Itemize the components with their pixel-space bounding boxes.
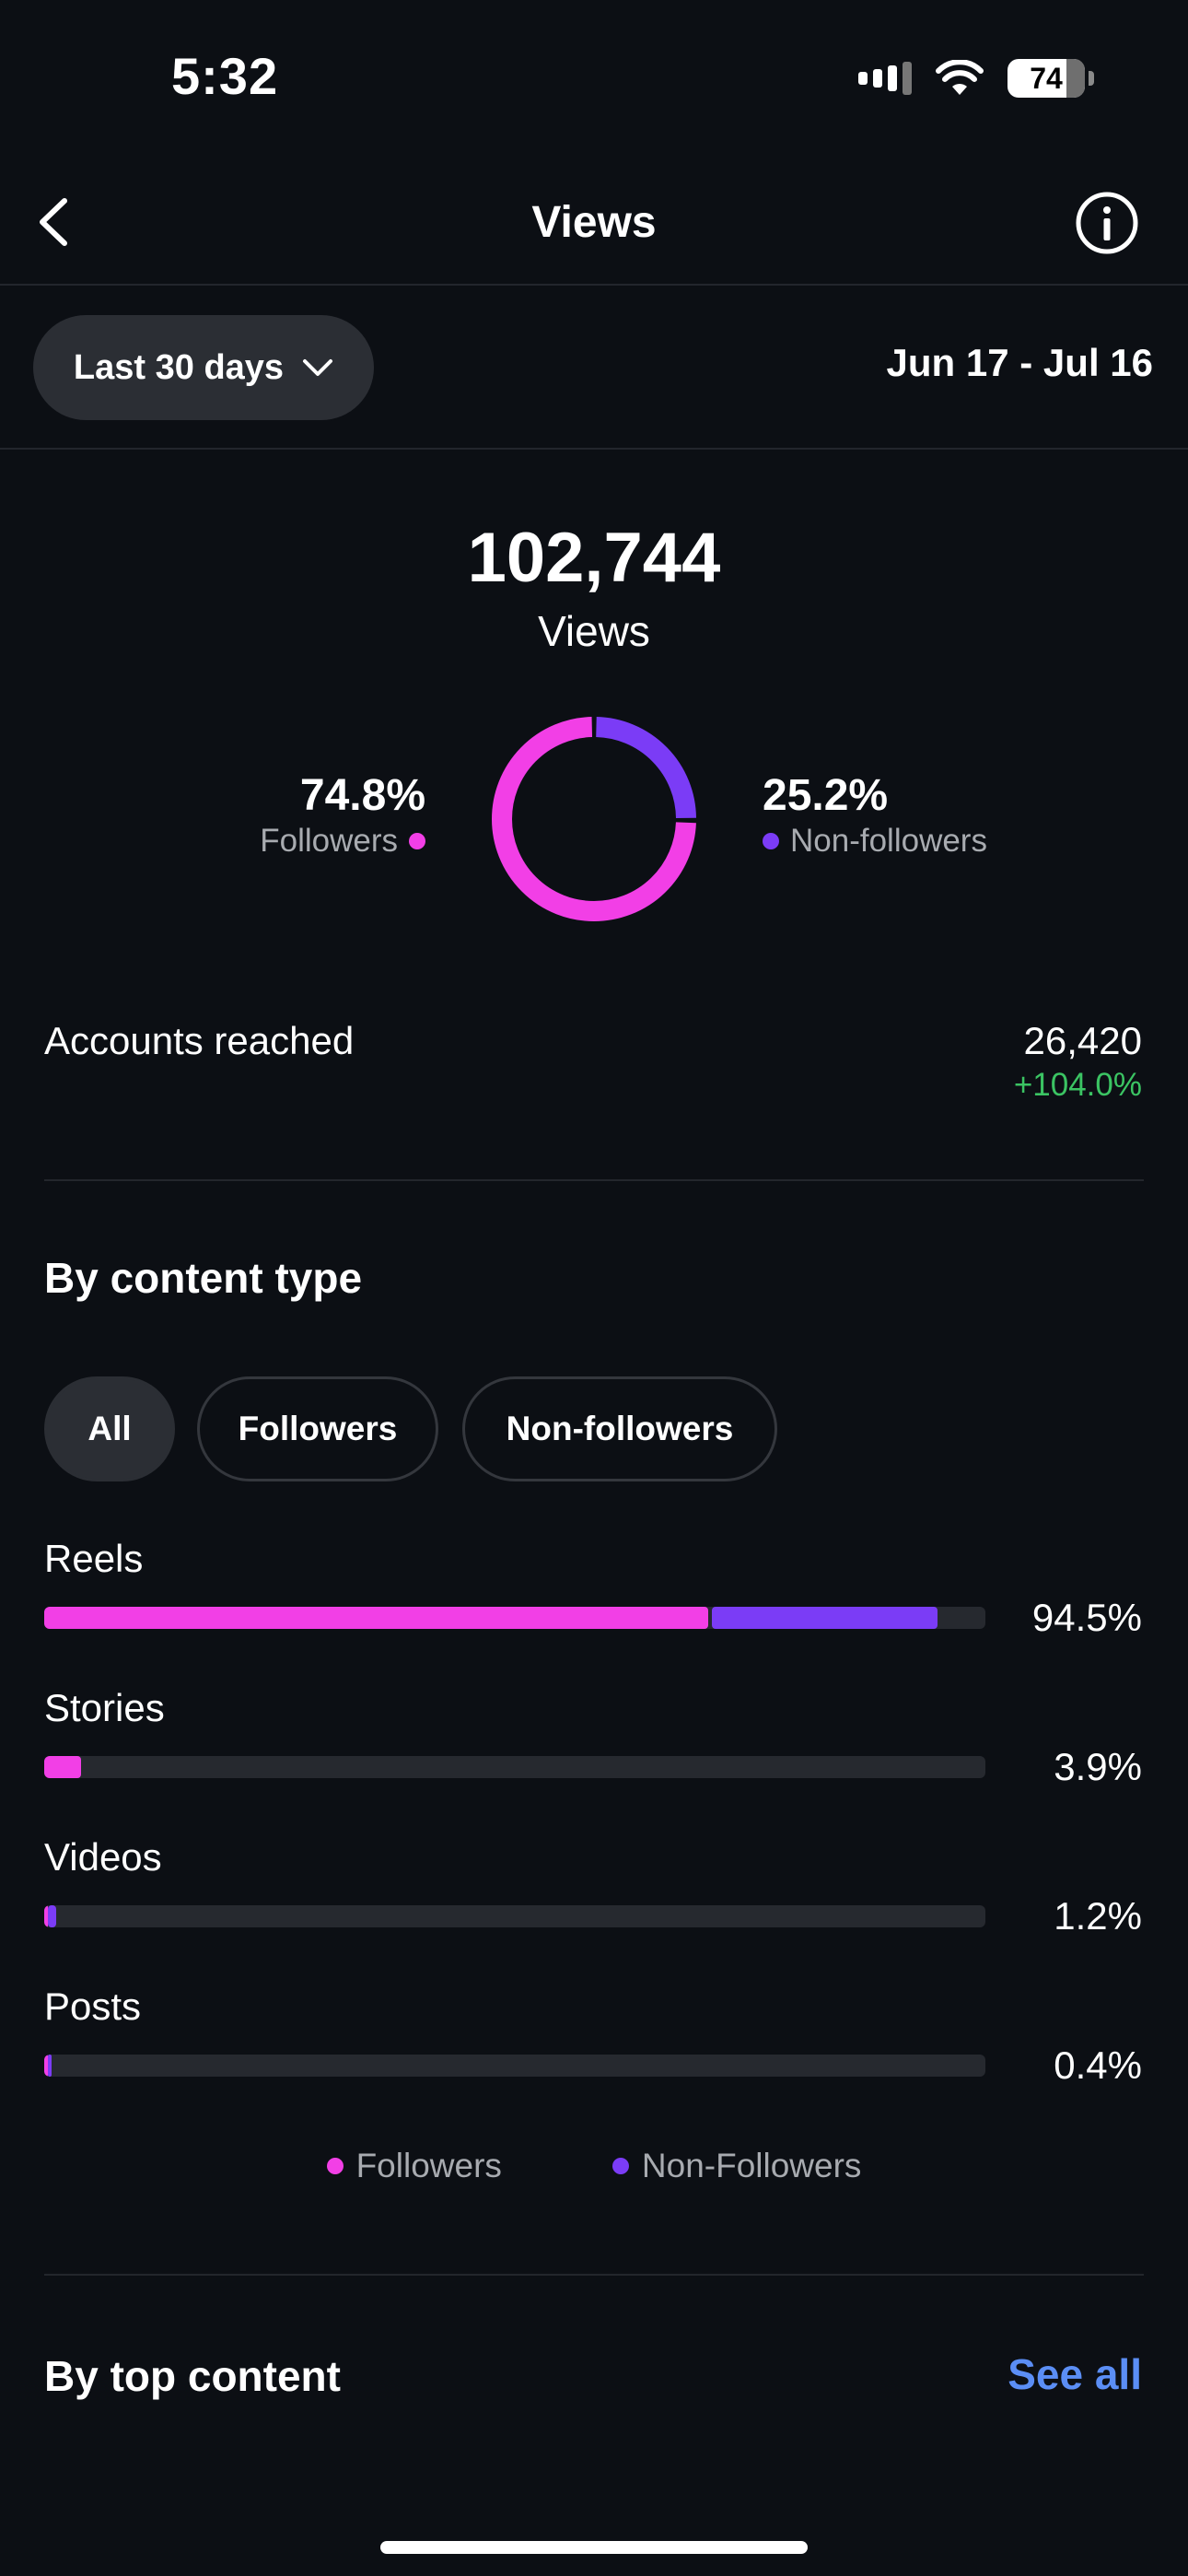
battery-level: 74 [1030,61,1063,95]
chevron-down-icon [303,359,333,376]
filter-chip-followers[interactable]: Followers [197,1376,438,1481]
filter-chip-all[interactable]: All [44,1376,175,1481]
battery-icon: 74 [1007,59,1094,98]
legend-followers-label: Followers [355,2147,502,2184]
range-divider [0,448,1188,450]
status-icons: 74 [858,59,1094,98]
info-icon[interactable] [1074,190,1140,256]
date-range-dates: Jun 17 - Jul 16 [886,341,1153,384]
accounts-reached-change: +104.0% [1013,1067,1142,1103]
bar-non-followers-reels [711,1607,938,1629]
content-type-legend: Followers Non-Followers [0,2147,1188,2185]
legend-non-followers-label: Non-Followers [641,2147,862,2184]
followers-dot-icon [409,833,425,849]
bar-followers-posts [44,2055,48,2077]
back-arrow-icon[interactable] [28,190,83,254]
row-percent-reels: 94.5% [1031,1596,1142,1639]
views-label: Views [538,607,650,655]
followers-share: 74.8% Followers [260,770,425,860]
page-title: Views [531,198,657,247]
header-divider [0,284,1188,286]
legend-followers-dot-icon [326,2158,344,2174]
followers-percent: 74.8% [299,771,425,820]
bar-non-followers-videos [48,1905,57,1927]
bar-followers-stories [44,1756,81,1778]
row-percent-posts: 0.4% [1054,2043,1142,2087]
bar-followers-videos [44,1905,48,1927]
date-range-selected: Last 30 days [73,347,285,387]
wifi-icon [936,60,984,95]
cellular-signal-icon [858,62,912,95]
audience-donut-chart [492,717,696,921]
status-time: 5:32 [171,47,279,105]
date-range-dropdown[interactable]: Last 30 days [33,315,374,420]
see-all-link[interactable]: See all [1007,2350,1142,2398]
legend-item-non-followers: Non-Followers [611,2147,862,2185]
row-percent-videos: 1.2% [1054,1894,1142,1938]
row-label-videos: Videos [44,1835,162,1879]
bar-track-posts [44,2055,985,2077]
bar-non-followers-posts [48,2055,52,2077]
legend-non-followers-dot-icon [611,2158,629,2174]
filter-chip-non-followers[interactable]: Non-followers [462,1376,777,1481]
non-followers-share: 25.2% Non-followers [763,770,987,860]
non-followers-label: Non-followers [790,823,987,859]
row-label-stories: Stories [44,1686,165,1729]
row-label-reels: Reels [44,1537,144,1580]
accounts-reached-label: Accounts reached [44,1019,355,1062]
donut-segment-followers [492,717,696,921]
accounts-reached-value: 26,420 [1023,1019,1142,1062]
home-indicator[interactable] [380,2541,808,2554]
legend-item-followers: Followers [326,2147,502,2185]
top-content-title: By top content [44,2352,341,2400]
row-percent-stories: 3.9% [1054,1745,1142,1788]
non-followers-dot-icon [763,833,779,849]
section-divider-2 [44,2274,1144,2276]
bar-track-stories [44,1756,985,1778]
views-total: 102,744 [467,519,721,597]
bar-track-reels [44,1607,985,1629]
bar-followers-reels [44,1607,708,1629]
non-followers-percent: 25.2% [763,771,889,820]
content-type-title: By content type [44,1254,363,1302]
bar-track-videos [44,1905,985,1927]
section-divider [44,1179,1144,1181]
followers-label: Followers [260,823,398,859]
row-label-posts: Posts [44,1985,142,2028]
